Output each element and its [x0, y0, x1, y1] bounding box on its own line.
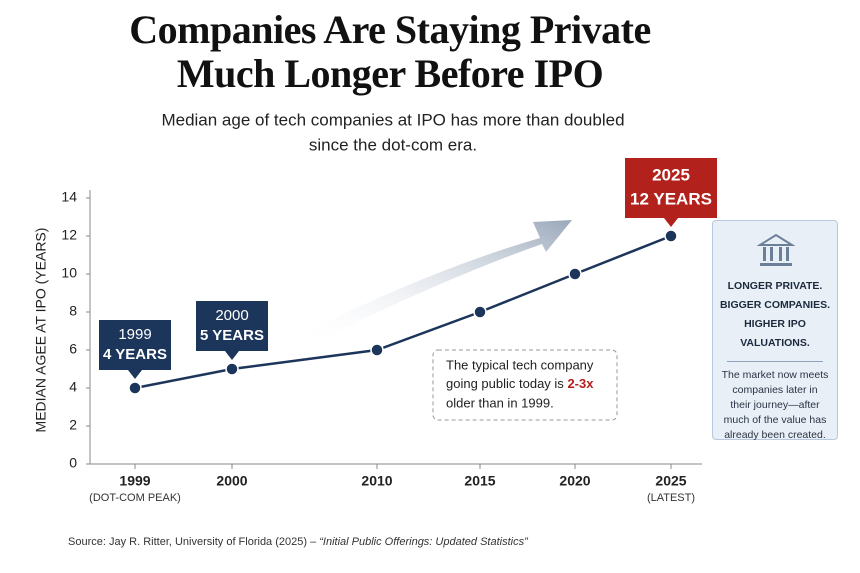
- callout-box: [99, 320, 171, 379]
- callout-box: [196, 301, 268, 360]
- point: [664, 229, 678, 243]
- note: The typical tech company going public to…: [432, 349, 618, 421]
- source: Source: Jay R. Ritter, University of Flo…: [68, 536, 528, 548]
- note-text: The typical tech company: [446, 357, 594, 372]
- callout: 2000 5 YEARS: [196, 301, 268, 360]
- x-tick-label: 1999: [119, 473, 150, 489]
- bank-icon: [756, 233, 796, 266]
- point: [473, 305, 487, 319]
- x-tick-label: 2015: [464, 473, 495, 489]
- y-tick-label: 4: [69, 379, 77, 395]
- panel-heading-line: LONGER PRIVATE.: [727, 280, 823, 292]
- data-label: 4 YEARS: [103, 346, 167, 363]
- source-text: Source: Jay R. Ritter, University of Flo…: [68, 536, 320, 548]
- y-tick-label: 2: [69, 417, 77, 433]
- callout: 1999 4 YEARS: [99, 320, 171, 379]
- callout-box: [625, 158, 717, 227]
- side-panel: LONGER PRIVATE. BIGGER COMPANIES. HIGHER…: [712, 220, 838, 441]
- trend-arrow: [300, 220, 572, 345]
- callout-year: 2025: [652, 165, 690, 184]
- callout-year: 2000: [215, 307, 248, 324]
- panel-rule: [727, 361, 823, 362]
- point: [370, 343, 384, 357]
- x-tick-label: 2000: [216, 473, 247, 489]
- panel-heading-line: BIGGER COMPANIES.: [719, 299, 831, 311]
- note-box: [432, 349, 618, 421]
- note-text: going public today is: [446, 376, 564, 391]
- subtitle: since the dot-com era.: [309, 135, 477, 154]
- panel-heading-line: HIGHER IPO VALUATIONS.: [740, 318, 810, 349]
- x-tick-label: 2010: [361, 473, 392, 489]
- y-tick-label: 10: [61, 265, 77, 281]
- y-tick-label: 8: [69, 303, 77, 319]
- y-axis-label: MEDIAN AGEE AT IPO (YEARS): [33, 228, 49, 433]
- y-tick-label: 14: [61, 189, 77, 205]
- note-text: older than in 1999.: [446, 395, 554, 410]
- x-tick-note: (DOT-COM PEAK): [89, 492, 181, 504]
- subtitle: Median age of tech companies at IPO has …: [161, 110, 624, 129]
- x-tick-label: 2025: [655, 473, 686, 489]
- chart-title: Much Longer Before IPO: [177, 51, 603, 96]
- y-tick-label: 6: [69, 341, 77, 357]
- point: [128, 381, 142, 395]
- panel-body: The market now meets companies later in …: [721, 369, 829, 441]
- data-label: 12 YEARS: [630, 189, 712, 208]
- panel-heading: LONGER PRIVATE. BIGGER COMPANIES. HIGHER…: [713, 277, 837, 353]
- note-text: going public today is 2-3x: [446, 376, 594, 391]
- point: [568, 267, 582, 281]
- chart-title: Companies Are Staying Private: [129, 7, 650, 52]
- source-citation: “Initial Public Offerings: Updated Stati…: [319, 536, 528, 548]
- data-label: 5 YEARS: [200, 327, 264, 344]
- note-highlight: 2-3x: [567, 376, 594, 391]
- x-tick-note: (LATEST): [647, 492, 695, 504]
- y-tick-label: 0: [69, 455, 77, 471]
- callout: 2025 12 YEARS: [625, 158, 717, 227]
- x-tick-label: 2020: [559, 473, 590, 489]
- line: [134, 234, 672, 390]
- callout-year: 1999: [118, 326, 151, 343]
- point: [225, 362, 239, 376]
- y-tick-label: 12: [61, 227, 77, 243]
